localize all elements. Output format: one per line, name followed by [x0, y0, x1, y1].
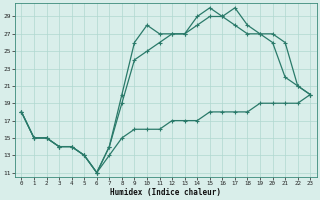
X-axis label: Humidex (Indice chaleur): Humidex (Indice chaleur)	[110, 188, 221, 197]
